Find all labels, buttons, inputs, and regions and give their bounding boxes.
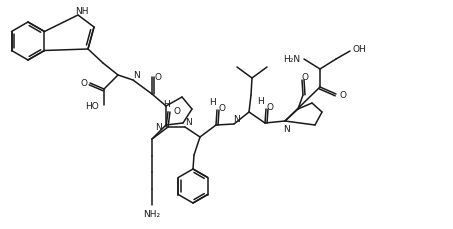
Text: NH₂: NH₂ bbox=[144, 210, 160, 218]
Text: O: O bbox=[218, 104, 226, 113]
Text: O: O bbox=[339, 91, 347, 100]
Text: O: O bbox=[302, 73, 308, 82]
Text: H: H bbox=[258, 96, 265, 105]
Text: HO: HO bbox=[85, 102, 99, 111]
Text: O: O bbox=[173, 107, 180, 116]
Text: O: O bbox=[266, 103, 274, 112]
Text: N: N bbox=[185, 118, 191, 127]
Text: N: N bbox=[154, 122, 161, 131]
Text: O: O bbox=[81, 78, 87, 87]
Text: H: H bbox=[210, 98, 217, 107]
Text: H: H bbox=[164, 100, 170, 109]
Text: H₂N: H₂N bbox=[284, 54, 300, 63]
Text: OH: OH bbox=[352, 45, 366, 54]
Text: N: N bbox=[284, 125, 290, 134]
Text: N: N bbox=[234, 115, 241, 124]
Text: NH: NH bbox=[75, 6, 89, 15]
Text: O: O bbox=[154, 72, 162, 81]
Text: N: N bbox=[133, 71, 140, 80]
